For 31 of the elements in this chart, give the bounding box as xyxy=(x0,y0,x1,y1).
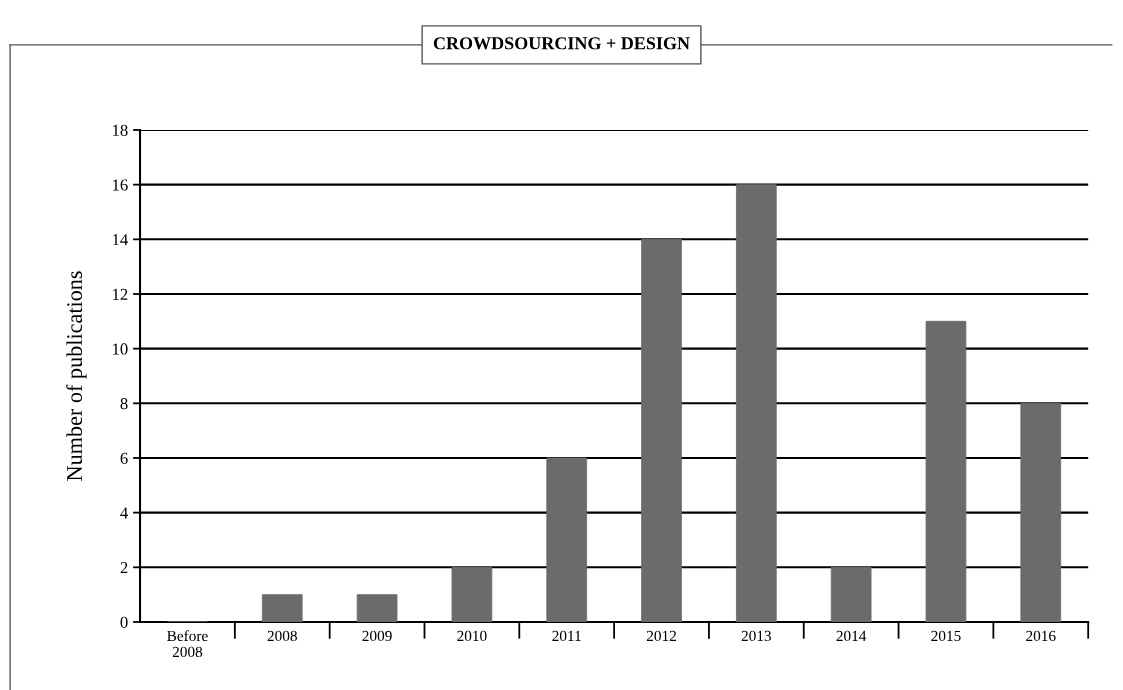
x-tick-label: 2013 xyxy=(741,630,772,642)
y-tick-label: 10 xyxy=(113,343,128,355)
x-tick-label: Before 2008 xyxy=(167,630,208,658)
y-tick-label: 18 xyxy=(113,124,128,136)
y-tick-label: 12 xyxy=(113,288,128,300)
x-tick-label: 2015 xyxy=(931,630,961,642)
chart-title: CROWDSOURCING + DESIGN xyxy=(433,37,690,50)
y-tick-label: 14 xyxy=(113,234,128,246)
x-tick-label: 2016 xyxy=(1026,630,1056,642)
y-tick-label: 4 xyxy=(120,507,128,519)
y-tick-label: 8 xyxy=(120,398,128,410)
x-tick-label: 2011 xyxy=(552,630,581,642)
bar xyxy=(356,594,398,622)
x-tick-label: 2014 xyxy=(836,630,867,642)
y-axis-title: Number of publications xyxy=(66,271,87,481)
y-tick-label: 2 xyxy=(120,562,128,574)
bar xyxy=(451,566,493,622)
x-tick-label: 2010 xyxy=(457,630,487,642)
bar xyxy=(830,566,872,622)
y-tick-label: 6 xyxy=(120,452,128,464)
bar xyxy=(261,594,303,622)
y-tick-label: 16 xyxy=(113,179,128,191)
x-tick-label: 2012 xyxy=(646,630,676,642)
x-tick-label: 2008 xyxy=(267,630,297,642)
bar xyxy=(925,320,967,622)
bar xyxy=(1020,402,1062,622)
bar xyxy=(736,184,777,622)
bar xyxy=(546,457,588,622)
x-tick-label: 2009 xyxy=(362,630,392,642)
y-tick-label: 0 xyxy=(120,616,128,628)
bar xyxy=(641,238,682,622)
